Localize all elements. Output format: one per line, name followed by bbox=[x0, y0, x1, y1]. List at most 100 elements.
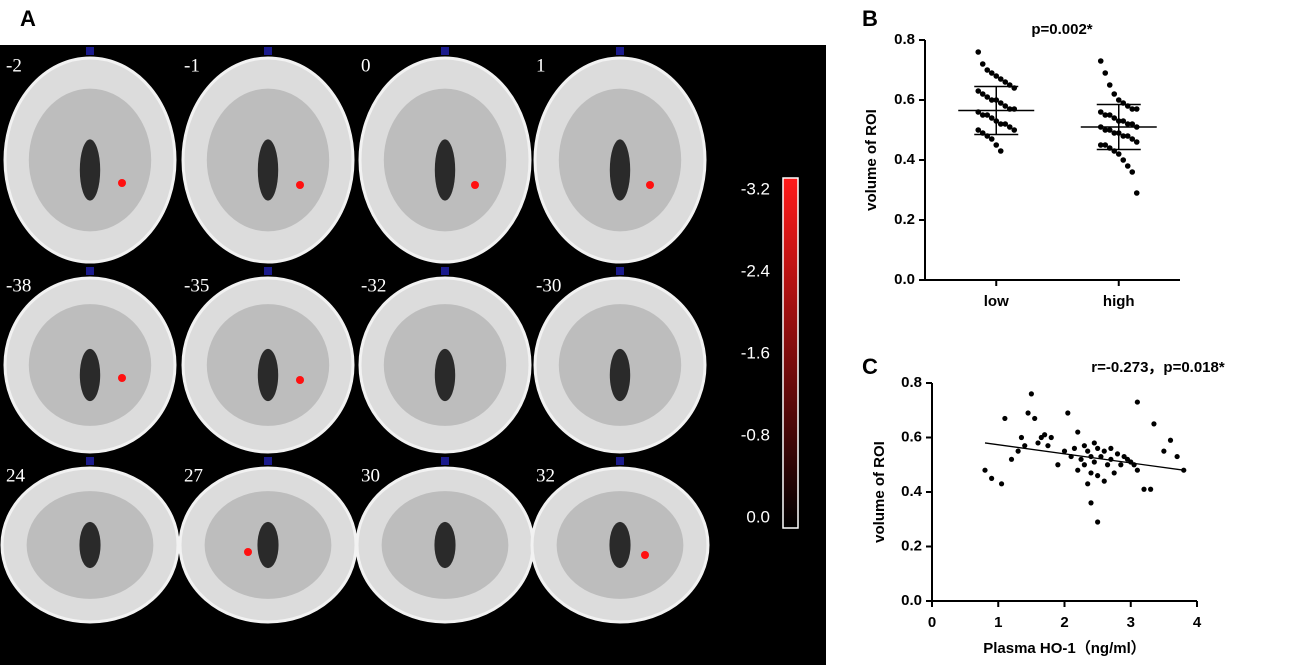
orientation-marker bbox=[441, 457, 449, 465]
point bbox=[998, 481, 1005, 487]
x-tick-label: low bbox=[984, 293, 1009, 310]
slice-label: -35 bbox=[184, 275, 209, 296]
activation bbox=[471, 181, 479, 189]
point bbox=[1124, 163, 1131, 169]
point bbox=[1114, 451, 1121, 457]
point bbox=[1042, 432, 1048, 438]
point bbox=[1161, 448, 1167, 454]
point bbox=[1133, 139, 1140, 145]
point bbox=[1055, 462, 1061, 468]
ventricle bbox=[79, 521, 101, 569]
point bbox=[997, 76, 1004, 82]
y-axis-label: volume of ROI bbox=[863, 109, 880, 211]
point bbox=[997, 121, 1004, 127]
annotation: p=0.002* bbox=[1031, 21, 1092, 38]
point bbox=[982, 467, 988, 473]
y-tick-label: 0.4 bbox=[901, 483, 923, 500]
point bbox=[1081, 462, 1087, 468]
point bbox=[1006, 124, 1013, 130]
slice-label: 24 bbox=[6, 465, 26, 486]
point bbox=[1115, 97, 1122, 103]
point bbox=[1032, 415, 1038, 422]
x-tick-label: 0 bbox=[928, 614, 936, 631]
point bbox=[1120, 133, 1127, 139]
point bbox=[1174, 453, 1180, 460]
point bbox=[1111, 470, 1117, 476]
slice-label: 27 bbox=[184, 465, 203, 486]
point bbox=[1088, 500, 1094, 506]
point bbox=[1101, 448, 1107, 454]
point bbox=[1008, 456, 1015, 462]
point bbox=[1035, 440, 1041, 446]
point bbox=[1002, 415, 1008, 422]
point bbox=[1028, 391, 1034, 397]
x-tick-label: high bbox=[1103, 293, 1135, 310]
point bbox=[1098, 453, 1104, 460]
orientation-marker bbox=[616, 267, 624, 275]
point bbox=[1018, 434, 1025, 441]
point bbox=[1129, 169, 1136, 175]
point bbox=[979, 91, 986, 97]
point bbox=[1151, 421, 1157, 427]
slice-label: 30 bbox=[361, 465, 380, 486]
point bbox=[1102, 127, 1109, 133]
point bbox=[1124, 133, 1131, 139]
point bbox=[988, 115, 995, 121]
panel-label: B bbox=[862, 6, 878, 31]
point bbox=[1120, 157, 1127, 163]
annotation: r=-0.273，p=0.018* bbox=[1091, 359, 1225, 376]
x-tick-label: 2 bbox=[1060, 614, 1068, 631]
orientation-marker bbox=[264, 47, 272, 55]
y-tick-label: 0.6 bbox=[894, 91, 915, 108]
point bbox=[988, 70, 995, 76]
point bbox=[988, 136, 995, 142]
point bbox=[997, 148, 1004, 154]
y-tick-label: 0.0 bbox=[901, 592, 922, 609]
point bbox=[1111, 130, 1118, 136]
point bbox=[1120, 118, 1127, 124]
colorbar bbox=[782, 177, 799, 529]
slice-label: -38 bbox=[6, 275, 31, 296]
brain-slices bbox=[0, 47, 710, 624]
point bbox=[1095, 445, 1101, 451]
panel-label: A bbox=[20, 6, 36, 31]
point bbox=[1048, 434, 1054, 441]
slice-label: -2 bbox=[6, 55, 22, 76]
point bbox=[1095, 519, 1101, 525]
point bbox=[1118, 462, 1124, 468]
point bbox=[1102, 70, 1109, 76]
y-tick-label: 0.4 bbox=[894, 151, 916, 168]
orientation-marker bbox=[264, 267, 272, 275]
point bbox=[1097, 109, 1104, 115]
y-axis-label: volume of ROI bbox=[871, 441, 888, 543]
ventricle bbox=[79, 139, 101, 201]
slice-label: 1 bbox=[536, 55, 546, 76]
point bbox=[984, 94, 991, 100]
y-tick-label: 0.2 bbox=[894, 211, 915, 228]
point bbox=[1071, 445, 1078, 451]
point bbox=[1091, 440, 1097, 446]
activation bbox=[118, 179, 126, 187]
activation bbox=[296, 376, 304, 384]
point bbox=[1002, 79, 1009, 85]
ventricle bbox=[434, 139, 456, 201]
point bbox=[1115, 151, 1122, 157]
ventricle bbox=[609, 139, 631, 201]
point bbox=[1101, 478, 1107, 484]
point bbox=[993, 73, 1000, 79]
point bbox=[1106, 82, 1113, 88]
point bbox=[1002, 121, 1009, 127]
ventricle bbox=[257, 139, 279, 201]
point bbox=[1129, 121, 1136, 127]
ventricle bbox=[609, 348, 631, 402]
point bbox=[1022, 443, 1028, 449]
orientation-marker bbox=[441, 267, 449, 275]
point bbox=[975, 49, 982, 55]
orientation-marker bbox=[86, 267, 94, 275]
point bbox=[1134, 399, 1140, 405]
ventricle bbox=[434, 521, 456, 569]
point bbox=[1088, 470, 1094, 476]
point bbox=[1095, 473, 1101, 479]
slice-label: -30 bbox=[536, 275, 561, 296]
